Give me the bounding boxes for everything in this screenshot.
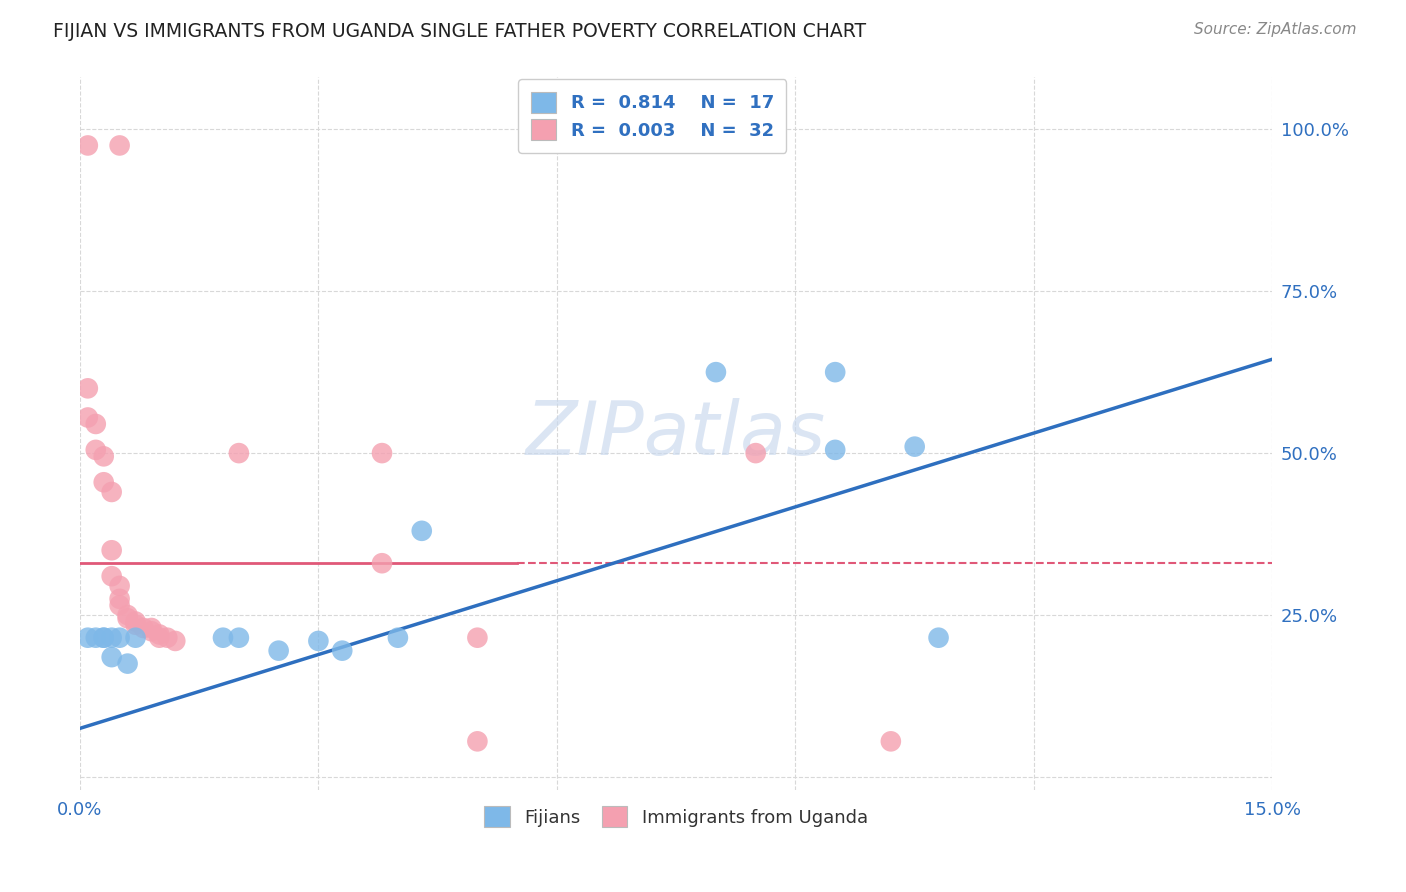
Text: FIJIAN VS IMMIGRANTS FROM UGANDA SINGLE FATHER POVERTY CORRELATION CHART: FIJIAN VS IMMIGRANTS FROM UGANDA SINGLE … (53, 22, 866, 41)
Point (76, 410, 98, 425)
Point (84, 631, 107, 645)
Point (84, 442, 107, 457)
Point (467, 631, 489, 645)
Point (76, 381, 98, 395)
Point (467, 734, 489, 748)
Point (148, 627, 170, 641)
Text: ZIPatlas: ZIPatlas (526, 398, 827, 470)
Point (132, 621, 155, 635)
Point (824, 442, 846, 457)
Point (108, 599, 131, 613)
Point (704, 365, 727, 379)
Point (100, 650, 122, 665)
Legend: Fijians, Immigrants from Uganda: Fijians, Immigrants from Uganda (477, 799, 875, 834)
Point (156, 631, 179, 645)
Point (744, 446, 766, 460)
Point (141, 621, 163, 635)
Point (824, 365, 846, 379)
Point (93, 450, 115, 464)
Point (124, 617, 146, 632)
Point (165, 634, 187, 648)
Point (117, 611, 139, 625)
Point (928, 631, 950, 645)
Point (76, 631, 98, 645)
Point (100, 569, 122, 583)
Point (117, 657, 139, 671)
Point (267, 643, 290, 657)
Point (108, 631, 131, 645)
Point (93, 631, 115, 645)
Point (124, 615, 146, 629)
Point (93, 475, 115, 490)
Point (148, 631, 170, 645)
Point (330, 643, 353, 657)
Point (108, 591, 131, 606)
Point (141, 624, 163, 639)
Point (411, 524, 433, 538)
Text: Source: ZipAtlas.com: Source: ZipAtlas.com (1194, 22, 1357, 37)
Point (108, 138, 131, 153)
Point (880, 734, 903, 748)
Point (76, 138, 98, 153)
Point (100, 543, 122, 558)
Point (93, 631, 115, 645)
Point (387, 631, 409, 645)
Point (228, 631, 250, 645)
Point (212, 631, 235, 645)
Point (108, 579, 131, 593)
Point (904, 440, 927, 454)
Point (307, 634, 329, 648)
Point (371, 446, 394, 460)
Point (84, 417, 107, 431)
Point (100, 631, 122, 645)
Point (371, 556, 394, 570)
Point (117, 608, 139, 623)
Point (100, 485, 122, 500)
Point (124, 631, 146, 645)
Point (228, 446, 250, 460)
